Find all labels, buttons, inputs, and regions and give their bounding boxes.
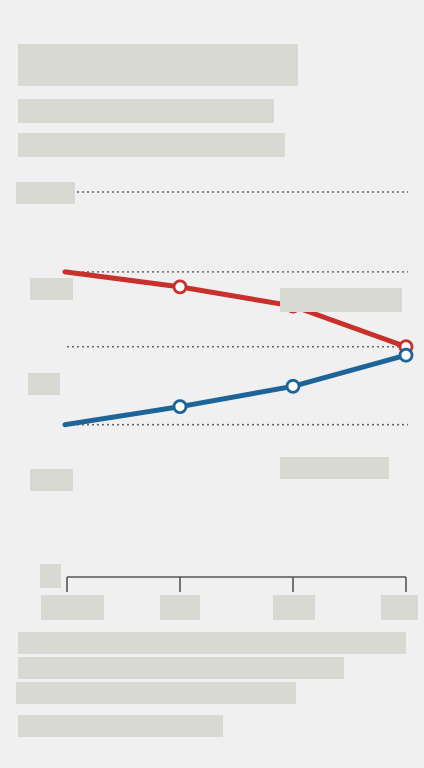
series-label-red xyxy=(280,288,402,312)
series-2-point-3 xyxy=(285,378,301,394)
x-tick-label-4 xyxy=(381,595,418,620)
chart-subtitle-line-2 xyxy=(18,133,285,157)
series-2-point-4 xyxy=(398,347,414,363)
chart-subtitle-line-1 xyxy=(18,99,274,123)
series-line-2 xyxy=(62,352,409,428)
footnote-line-3 xyxy=(16,682,296,704)
series-1-point-2 xyxy=(172,279,188,295)
x-tick-label-2 xyxy=(160,595,200,620)
y-label-upper xyxy=(30,278,73,300)
x-tick-label-1 xyxy=(41,595,104,620)
series-line-1 xyxy=(62,269,409,350)
footnote-line-2 xyxy=(18,657,344,679)
x-unit-label xyxy=(40,564,61,588)
series-label-blue xyxy=(280,457,389,479)
footnote-line-1 xyxy=(18,632,406,654)
source-note xyxy=(18,715,223,737)
y-label-low xyxy=(30,469,73,491)
y-label-top xyxy=(16,182,75,204)
series-2-point-2 xyxy=(172,399,188,415)
y-label-mid xyxy=(28,373,60,395)
chart-title xyxy=(18,44,298,86)
x-tick-label-3 xyxy=(273,595,315,620)
